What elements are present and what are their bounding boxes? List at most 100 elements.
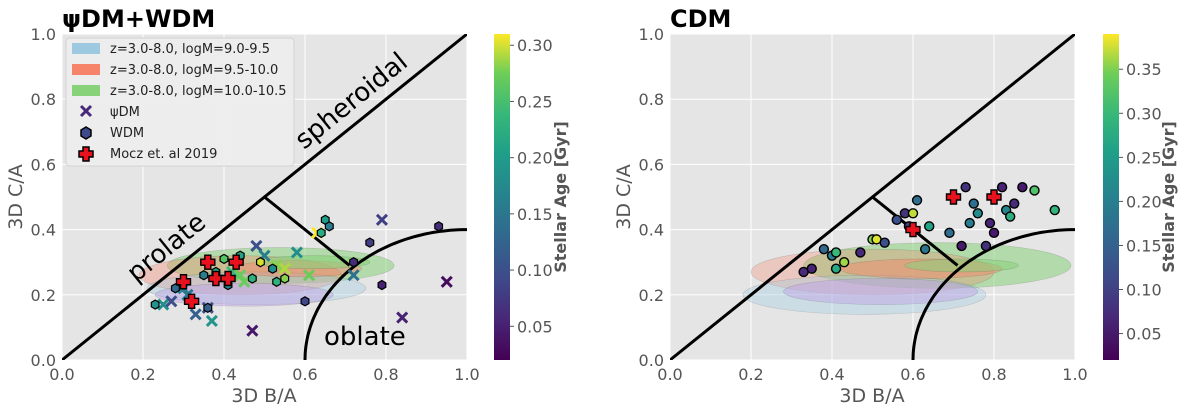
legend-box [65,37,295,167]
left-y-ticks: 0.0 0.2 0.4 0.6 0.8 1.0 [31,25,56,370]
legend-label-6: Mocz et. al 2019 [110,147,217,162]
wdm-point [199,270,209,281]
y-tick-label: 0.0 [31,351,56,370]
cdm-point [1005,211,1016,222]
wdm-point [268,263,278,274]
y-tick-label: 0.2 [639,286,664,305]
legend-label-3: z=3.0-8.0, logM=10.0-10.5 [110,84,287,99]
cdm-point [988,227,1000,239]
cdm-point [838,257,850,268]
oblate-arc [911,228,1075,360]
cdm-point [830,247,842,258]
psidm-point [290,246,303,259]
y-tick-label: 0.2 [31,286,56,305]
psidm-point [347,269,360,282]
mocz-point [905,221,921,238]
y-tick-label: 0.8 [639,90,664,109]
cdm-point [891,214,902,226]
psidm-point [302,269,316,282]
colorbar-tick-label: 0.25 [517,92,553,111]
cdm-point [855,247,866,258]
colorbar-tick-label: 0.20 [517,149,553,168]
x-tick-label: 0.0 [49,365,74,384]
left-shape-lines [62,34,467,360]
y-tick-label: 1.0 [31,25,56,44]
right-colorbar-label: Stellar Age [Gyr] [1159,121,1178,273]
mocz-point [228,254,244,270]
right-title: CDM [670,5,731,33]
cdm-point [944,227,955,239]
right-y-label: 3D C/A [613,164,635,229]
wdm-point [349,257,359,268]
left-y-label: 3D C/A [5,164,27,229]
left-colorbar-ticks: 0.05 0.10 0.15 0.20 0.25 0.30 [510,36,553,336]
left-x-ticks: 0.0 0.2 0.4 0.6 0.8 1.0 [49,365,479,384]
x-tick-label: 0.6 [292,365,317,384]
wdm-point [219,253,229,265]
legend-swatch-blue [72,43,100,54]
wdm-point [203,302,213,313]
mocz-point [208,270,224,287]
colorbar-tick-label: 0.05 [517,317,553,336]
psidm-point [205,314,218,327]
legend-swatch-orange [72,64,100,75]
right-grid [669,33,1076,361]
right-x-ticks: 0.0 0.2 0.4 0.6 0.8 1.0 [657,365,1087,384]
legend-swatch-green [72,85,100,96]
cdm-point [984,217,996,229]
y-tick-label: 0.4 [31,221,56,240]
wdm-point [434,221,444,232]
density-contour [146,271,367,305]
cdm-point [1017,182,1028,193]
right-panel: CDM 0.0 0.2 0.4 0.6 0.8 1.0 0.0 0.2 0.4 0.6 0.8 1.… [613,5,1178,407]
psidm-point [375,213,389,226]
right-colorbar [1103,34,1119,360]
legend-label-1: z=3.0-8.0, logM=9.0-9.5 [110,42,270,57]
colorbar-tick-label: 0.15 [1126,236,1162,255]
mocz-point [175,274,192,290]
colorbar-tick-label: 0.30 [517,36,553,55]
left-points [150,213,453,337]
cdm-point [911,195,923,206]
oblate-arc [303,228,467,360]
x-tick-label: 1.0 [454,365,479,384]
left-title: ψDM+WDM [62,5,215,33]
wdm-point [272,276,282,287]
legend-label-5: WDM [110,126,144,141]
y-tick-label: 0.8 [31,90,56,109]
wdm-point [300,296,310,307]
cdm-point [818,243,830,255]
legend-label-2: z=3.0-8.0, logM=9.5-10.0 [110,63,278,78]
y-tick-label: 0.0 [639,351,664,370]
right-contours [742,242,1072,315]
wdm-point [150,299,160,310]
cdm-point [879,237,890,248]
cdm-point [980,240,992,252]
psidm-point [157,298,170,311]
psidm-point [189,308,202,321]
y-tick-label: 0.4 [639,221,664,240]
mocz-point [986,189,1002,205]
mocz-point [200,254,216,270]
right-y-ticks: 0.0 0.2 0.4 0.6 0.8 1.0 [639,25,664,370]
x-tick-label: 0.4 [819,365,844,384]
wdm-point [247,273,257,284]
legend-label-4: ψDM [110,105,140,120]
x-tick-label: 0.0 [657,365,682,384]
cdm-point [830,263,842,274]
colorbar-tick-label: 0.15 [517,205,553,224]
wdm-point [316,227,326,239]
y-tick-label: 0.6 [31,155,56,174]
colorbar-tick-label: 0.05 [1126,325,1162,344]
left-x-label: 3D B/A [231,385,296,407]
cdm-point [1049,204,1060,216]
wdm-point [365,237,375,248]
cdm-point [972,208,983,219]
psidm-point [396,311,409,324]
cdm-point [924,221,935,232]
x-tick-label: 1.0 [1062,365,1087,384]
x-tick-label: 0.2 [738,365,763,384]
right-points [798,182,1060,278]
cdm-point [907,208,919,219]
colorbar-tick-label: 0.35 [1126,60,1162,79]
